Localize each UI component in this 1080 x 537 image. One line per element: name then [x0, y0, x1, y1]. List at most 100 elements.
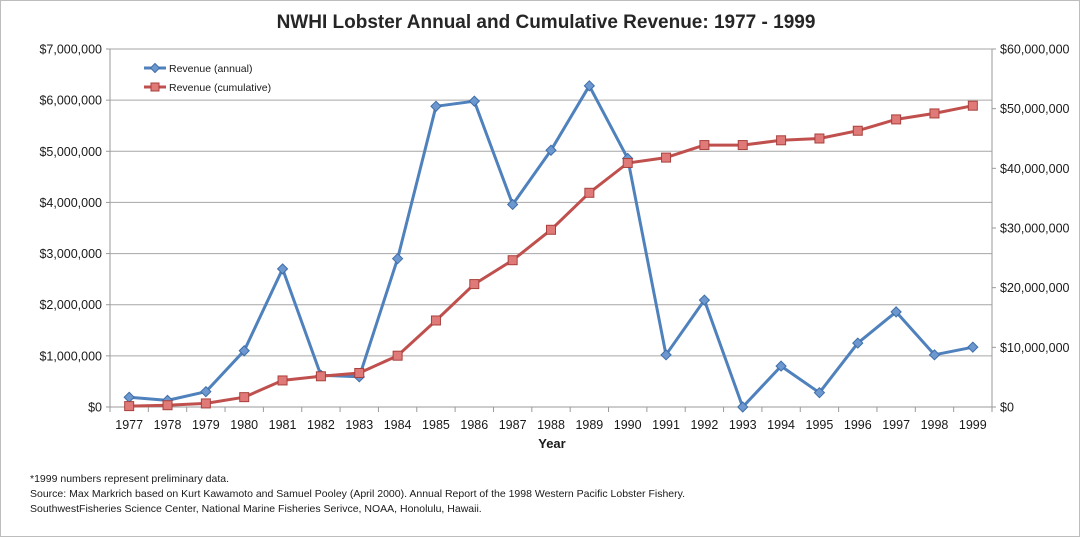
left-tick-label: $1,000,000 — [39, 349, 102, 363]
x-tick-label: 1983 — [345, 418, 373, 432]
x-tick-label: 1992 — [690, 418, 718, 432]
x-tick-label: 1979 — [192, 418, 220, 432]
legend-marker — [150, 82, 160, 92]
x-tick-label: 1985 — [422, 418, 450, 432]
x-tick-label: 1981 — [269, 418, 297, 432]
x-axis-label: Year — [538, 436, 565, 451]
footnote-preliminary: *1999 numbers represent preliminary data… — [30, 473, 230, 485]
data-point — [967, 341, 979, 353]
data-point — [200, 398, 211, 409]
series-layer — [123, 80, 979, 413]
right-tick-label: $30,000,000 — [1000, 222, 1070, 236]
data-point — [891, 114, 902, 125]
data-point — [737, 401, 749, 413]
right-tick-label: $0 — [1000, 401, 1014, 415]
x-tick-label: 1996 — [844, 418, 872, 432]
x-tick-label: 1982 — [307, 418, 335, 432]
data-point — [852, 125, 863, 136]
x-tick-label: 1988 — [537, 418, 565, 432]
data-point — [391, 252, 404, 265]
data-point — [737, 140, 748, 151]
data-point — [124, 401, 135, 412]
data-point — [928, 349, 941, 361]
left-tick-label: $7,000,000 — [39, 43, 102, 57]
data-point — [698, 294, 711, 306]
data-point — [852, 337, 864, 349]
x-tick-label: 1999 — [959, 418, 987, 432]
x-tick-label: 1990 — [614, 418, 642, 432]
left-tick-label: $0 — [88, 401, 102, 415]
data-point — [622, 157, 633, 168]
x-tick-label: 1991 — [652, 418, 680, 432]
x-tick-label: 1989 — [575, 418, 603, 432]
right-axis-ticks: $0 $10,000,000 $20,000,000 $30,000,000 $40,0… — [992, 43, 1070, 415]
footnote-source: Source: Max Markrich based on Kurt Kawam… — [30, 488, 686, 500]
right-tick-label: $10,000,000 — [1000, 341, 1070, 355]
left-tick-label: $2,000,000 — [39, 298, 102, 312]
data-point — [468, 95, 481, 107]
right-tick-label: $60,000,000 — [1000, 43, 1070, 57]
data-point — [277, 375, 288, 386]
x-tick-label: 1995 — [806, 418, 834, 432]
right-tick-label: $20,000,000 — [1000, 281, 1070, 295]
data-point — [890, 306, 902, 318]
data-point — [315, 371, 326, 382]
data-point — [238, 345, 250, 357]
x-tick-label: 1998 — [921, 418, 949, 432]
legend-item: Revenue (cumulative) — [144, 82, 271, 94]
right-tick-label: $50,000,000 — [1000, 102, 1070, 116]
data-point — [929, 108, 940, 119]
data-point — [506, 198, 519, 211]
data-point — [776, 135, 787, 146]
x-tick-label: 1986 — [460, 418, 488, 432]
data-point — [661, 152, 672, 163]
data-point — [239, 392, 250, 403]
legend: Revenue (annual) Revenue (cumulative) — [144, 62, 271, 94]
right-tick-label: $40,000,000 — [1000, 162, 1070, 176]
footnotes: *1999 numbers represent preliminary data… — [30, 472, 685, 517]
legend-marker — [149, 62, 161, 74]
data-point — [545, 144, 557, 156]
x-tick-label: 1997 — [882, 418, 910, 432]
left-tick-label: $6,000,000 — [39, 94, 102, 108]
data-point — [967, 100, 978, 111]
x-tick-label: 1987 — [499, 418, 527, 432]
x-tick-label: 1994 — [767, 418, 795, 432]
left-tick-label: $5,000,000 — [39, 145, 102, 159]
data-point — [507, 255, 518, 266]
data-point — [123, 391, 135, 403]
data-point — [584, 187, 595, 198]
footnote-institution: SouthwestFisheries Science Center, Natio… — [30, 503, 482, 515]
x-tick-label: 1978 — [154, 418, 182, 432]
left-tick-label: $3,000,000 — [39, 247, 102, 261]
data-point — [660, 349, 672, 361]
data-point — [430, 315, 441, 326]
data-point — [813, 386, 826, 399]
data-point — [469, 279, 480, 290]
data-point — [699, 140, 710, 151]
chart-title: NWHI Lobster Annual and Cumulative Reven… — [277, 12, 816, 33]
x-tick-label: 1993 — [729, 418, 757, 432]
data-point — [814, 133, 825, 144]
x-tick-label: 1977 — [115, 418, 143, 432]
data-point — [775, 360, 787, 372]
data-point — [392, 350, 403, 361]
data-point — [430, 100, 442, 112]
data-point — [583, 80, 596, 92]
series-annual — [123, 80, 979, 413]
data-point — [162, 400, 173, 411]
left-tick-label: $4,000,000 — [39, 196, 102, 210]
legend-label: Revenue (cumulative) — [169, 82, 271, 94]
data-point — [276, 263, 289, 275]
x-axis-ticks: 1977 1978 1979 1980 1981 1982 1983 1984 1985 1986… — [109, 407, 993, 432]
x-tick-label: 1980 — [230, 418, 258, 432]
x-tick-label: 1984 — [384, 418, 412, 432]
legend-label: Revenue (annual) — [169, 63, 252, 75]
legend-item: Revenue (annual) — [144, 62, 252, 75]
series-cumulative — [124, 100, 978, 412]
data-point — [200, 385, 212, 398]
data-point — [354, 367, 365, 378]
data-point — [546, 224, 556, 235]
left-axis-ticks: $0 $1,000,000 $2,000,000 $3,000,000 $4,000,0… — [39, 43, 110, 415]
